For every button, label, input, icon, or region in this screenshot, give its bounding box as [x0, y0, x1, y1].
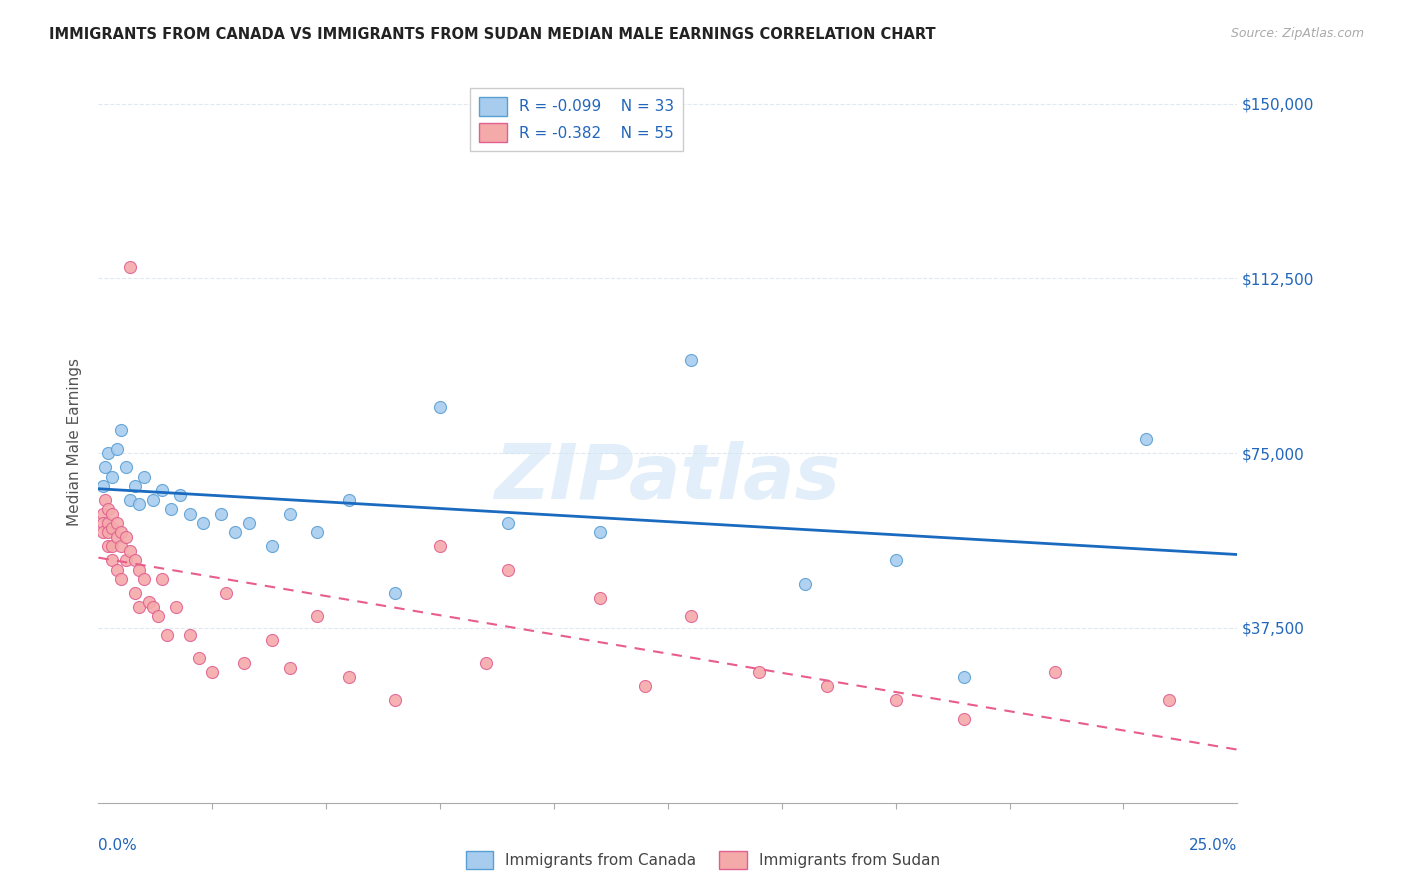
Point: [278, 660, 301, 674]
Point: [105, 442, 128, 456]
Point: [96, 525, 118, 540]
Point: [384, 693, 406, 707]
Text: 25.0%: 25.0%: [1189, 838, 1237, 853]
Point: [588, 591, 610, 605]
Point: [150, 572, 173, 586]
Point: [337, 492, 360, 507]
Point: [953, 670, 976, 684]
Point: [96, 446, 118, 460]
Point: [193, 516, 215, 530]
Point: [120, 492, 142, 507]
Point: [91, 516, 114, 530]
Point: [105, 563, 128, 577]
Point: [384, 586, 406, 600]
Point: [307, 609, 329, 624]
Point: [110, 525, 132, 540]
Point: [307, 525, 329, 540]
Point: [146, 609, 169, 624]
Point: [105, 516, 128, 530]
Point: [96, 502, 118, 516]
Point: [94, 460, 117, 475]
Point: [96, 516, 118, 530]
Point: [179, 628, 201, 642]
Point: [1043, 665, 1066, 680]
Point: [91, 525, 114, 540]
Point: [160, 502, 183, 516]
Point: [884, 693, 907, 707]
Point: [474, 656, 496, 670]
Point: [187, 651, 209, 665]
Point: [96, 540, 118, 554]
Point: [91, 479, 114, 493]
Point: [110, 572, 132, 586]
Point: [793, 576, 815, 591]
Point: [498, 563, 520, 577]
Point: [165, 600, 187, 615]
Point: [124, 479, 146, 493]
Point: [260, 540, 283, 554]
Point: [150, 483, 173, 498]
Point: [120, 260, 142, 274]
Point: [101, 469, 124, 483]
Point: [94, 492, 117, 507]
Point: [132, 572, 155, 586]
Point: [1135, 432, 1157, 446]
Point: [884, 553, 907, 567]
Point: [114, 553, 136, 567]
Point: [101, 507, 124, 521]
Point: [128, 498, 150, 512]
Text: IMMIGRANTS FROM CANADA VS IMMIGRANTS FROM SUDAN MEDIAN MALE EARNINGS CORRELATION: IMMIGRANTS FROM CANADA VS IMMIGRANTS FRO…: [49, 27, 936, 42]
Point: [179, 507, 201, 521]
Point: [91, 507, 114, 521]
Point: [634, 679, 657, 693]
Point: [588, 525, 610, 540]
Point: [201, 665, 224, 680]
Point: [142, 600, 165, 615]
Point: [128, 600, 150, 615]
Point: [215, 586, 238, 600]
Point: [224, 525, 246, 540]
Point: [114, 530, 136, 544]
Text: Source: ZipAtlas.com: Source: ZipAtlas.com: [1230, 27, 1364, 40]
Point: [498, 516, 520, 530]
Y-axis label: Median Male Earnings: Median Male Earnings: [66, 358, 82, 525]
Point: [238, 516, 260, 530]
Point: [132, 469, 155, 483]
Point: [124, 553, 146, 567]
Point: [101, 553, 124, 567]
Point: [429, 540, 451, 554]
Legend: R = -0.099    N = 33, R = -0.382    N = 55: R = -0.099 N = 33, R = -0.382 N = 55: [470, 88, 683, 151]
Point: [233, 656, 256, 670]
Legend: Immigrants from Canada, Immigrants from Sudan: Immigrants from Canada, Immigrants from …: [460, 845, 946, 875]
Point: [142, 492, 165, 507]
Point: [260, 632, 283, 647]
Point: [1157, 693, 1180, 707]
Point: [110, 540, 132, 554]
Point: [337, 670, 360, 684]
Point: [128, 563, 150, 577]
Point: [101, 521, 124, 535]
Point: [679, 609, 702, 624]
Point: [101, 540, 124, 554]
Point: [209, 507, 232, 521]
Point: [815, 679, 838, 693]
Point: [278, 507, 301, 521]
Point: [138, 595, 160, 609]
Point: [105, 530, 128, 544]
Point: [429, 400, 451, 414]
Point: [156, 628, 179, 642]
Point: [169, 488, 191, 502]
Point: [679, 353, 702, 368]
Point: [114, 460, 136, 475]
Text: 0.0%: 0.0%: [98, 838, 138, 853]
Point: [953, 712, 976, 726]
Point: [120, 544, 142, 558]
Point: [748, 665, 770, 680]
Text: ZIPatlas: ZIPatlas: [495, 441, 841, 515]
Point: [124, 586, 146, 600]
Point: [110, 423, 132, 437]
